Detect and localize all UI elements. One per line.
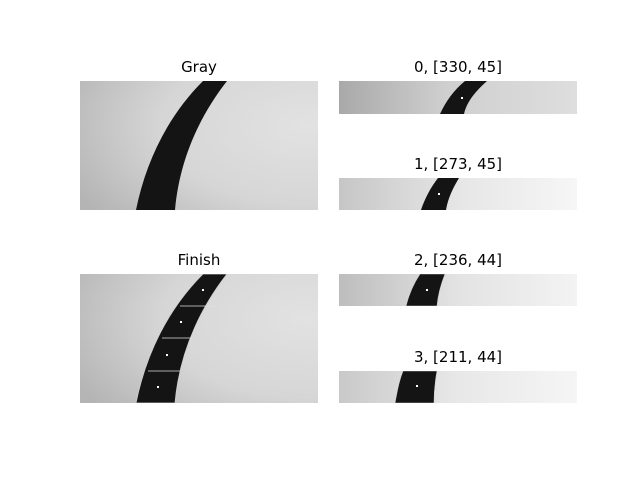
panel-title-strip-0: 0, [330, 45]	[413, 58, 503, 76]
center-marker	[166, 354, 168, 356]
strip-image-1	[339, 178, 577, 210]
center-marker	[180, 321, 182, 323]
center-marker	[461, 97, 463, 99]
panel-title-finish: Finish	[177, 251, 221, 269]
dark-curve-band	[440, 81, 487, 114]
center-marker	[416, 385, 418, 387]
finish-image	[80, 274, 318, 403]
center-marker	[157, 386, 159, 388]
center-marker	[426, 289, 428, 291]
strip-image-0	[339, 81, 577, 114]
panel-title-strip-3: 3, [211, 44]	[413, 348, 503, 366]
dark-curve-band	[136, 81, 227, 210]
panel-title-gray: Gray	[181, 58, 217, 76]
center-marker	[202, 289, 204, 291]
strip-image-3	[339, 371, 577, 403]
dark-curve-band	[405, 274, 446, 306]
panel-title-strip-2: 2, [236, 44]	[413, 251, 503, 269]
gray-image	[80, 81, 318, 210]
panel-title-strip-1: 1, [273, 45]	[413, 155, 503, 173]
strip-image-2	[339, 274, 577, 306]
center-marker	[438, 193, 440, 195]
